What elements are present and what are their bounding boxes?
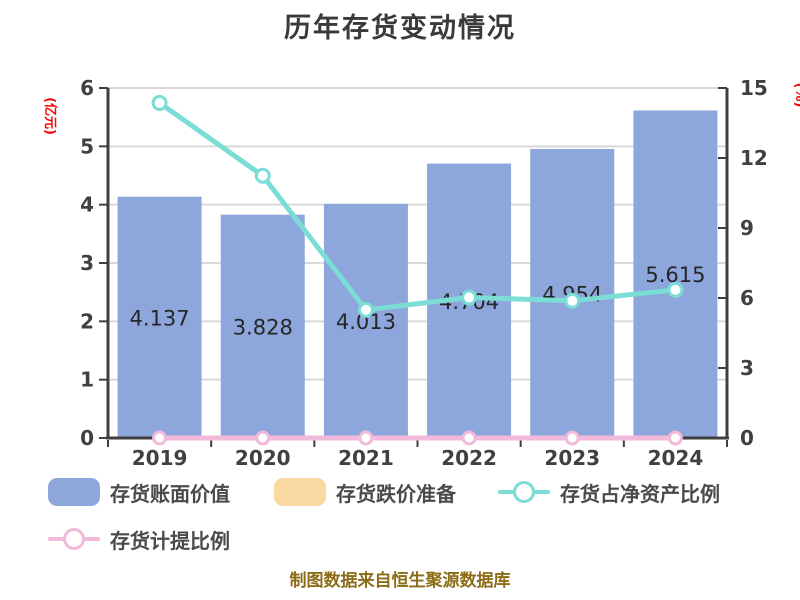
inventory-provision-ratio-marker	[461, 430, 477, 446]
inventory-provision-ratio-marker	[667, 430, 683, 446]
inventory-provision-ratio-marker	[564, 430, 580, 446]
inventory-provision-ratio-marker	[152, 430, 168, 446]
x-axis-category-label: 2023	[544, 446, 600, 470]
inventory-book-value-bar	[323, 203, 408, 438]
legend-item-inventory-book-value[interactable]: 存货账面价值	[48, 477, 230, 507]
right-axis-tick-label: 3	[740, 356, 754, 380]
legend-label: 存货跌价准备	[336, 481, 456, 506]
x-axis-category-label: 2020	[235, 446, 291, 470]
left-axis-tick-label: 3	[80, 251, 94, 275]
legend-label: 存货计提比例	[110, 528, 230, 553]
inventory-net-asset-ratio-marker	[564, 292, 581, 309]
inventory-book-value-bar	[633, 110, 718, 438]
legend-swatch-orange-bar	[274, 478, 326, 506]
left-axis-unit-label: (亿元)	[42, 97, 58, 135]
inventory-net-asset-ratio-line	[157, 100, 678, 313]
chart-title: 历年存货变动情况	[284, 13, 516, 44]
right-axis-tick-label: 15	[740, 76, 768, 100]
bar-value-label: 3.828	[233, 315, 293, 339]
inventory-provision-ratio-marker	[358, 430, 374, 446]
legend-item-inventory-provision-ratio[interactable]: 存货计提比例	[48, 524, 230, 554]
legend-swatch-blue-bar	[48, 478, 100, 506]
chart-canvas: 4.1373.8284.0134.7044.9545.6150123456036…	[42, 76, 800, 470]
legend-line-marker-pink	[48, 525, 100, 553]
inventory-net-asset-ratio-marker	[151, 94, 168, 111]
left-axis-tick-label: 0	[80, 426, 94, 450]
x-axis-category-label: 2024	[648, 446, 704, 470]
left-axis-tick-label: 5	[80, 134, 94, 158]
left-axis-tick-label: 2	[80, 309, 94, 333]
inventory-provision-ratio-marker	[255, 430, 271, 446]
inventory-book-value-bar	[117, 196, 202, 438]
source-caption: 制图数据来自恒生聚源数据库	[289, 571, 511, 591]
left-axis-tick-label: 1	[80, 368, 94, 392]
x-axis-category-label: 2022	[441, 446, 497, 470]
right-axis-tick-label: 9	[740, 216, 754, 240]
left-axis-tick-label: 4	[80, 193, 94, 217]
legend-line-marker-cyan	[498, 478, 550, 506]
left-axis-tick-label: 6	[80, 76, 94, 100]
legend-label: 存货账面价值	[110, 481, 230, 506]
legend-label: 存货占净资产比例	[560, 481, 720, 506]
right-axis-tick-label: 0	[740, 426, 754, 450]
inventory-book-value-bar	[220, 214, 305, 438]
right-axis-unit-label: (%)	[792, 83, 800, 108]
inventory-net-asset-ratio-marker	[254, 167, 271, 184]
legend-item-inventory-writedown-reserve[interactable]: 存货跌价准备	[274, 477, 456, 507]
x-axis-category-label: 2019	[132, 446, 188, 470]
legend-item-inventory-net-asset-ratio[interactable]: 存货占净资产比例	[498, 477, 720, 507]
inventory-net-asset-ratio-marker	[461, 289, 478, 306]
right-axis-tick-label: 12	[740, 146, 768, 170]
bar-value-label: 4.137	[130, 306, 190, 330]
x-axis-category-label: 2021	[338, 446, 394, 470]
inventory-net-asset-ratio-marker	[357, 301, 374, 318]
right-axis-tick-label: 6	[740, 286, 754, 310]
inventory-net-asset-ratio-marker	[667, 281, 684, 298]
